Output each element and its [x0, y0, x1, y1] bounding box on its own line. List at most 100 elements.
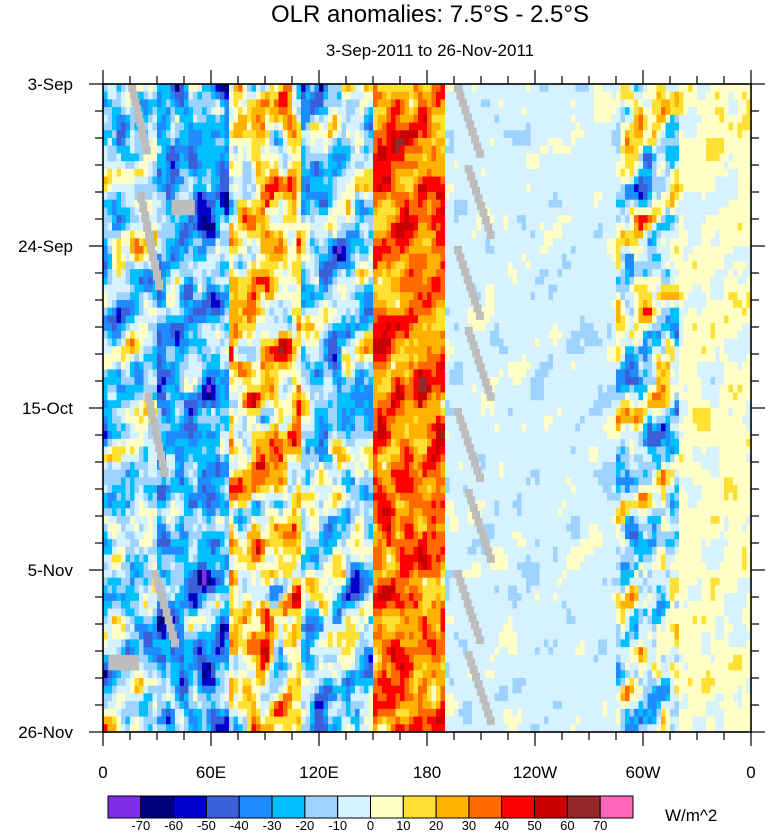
olr-cell [557, 199, 563, 209]
olr-cell [134, 307, 140, 317]
olr-cell [332, 184, 338, 193]
olr-cell [328, 222, 334, 232]
olr-cell [175, 168, 181, 178]
olr-cell [665, 161, 671, 170]
olr-cell [103, 99, 109, 108]
olr-cell [476, 284, 482, 293]
olr-cell [697, 323, 703, 332]
olr-cell [535, 238, 541, 247]
olr-cell [517, 99, 523, 108]
olr-cell [746, 192, 752, 201]
olr-cell [395, 161, 401, 170]
olr-cell [715, 269, 721, 278]
olr-cell [395, 230, 401, 239]
olr-cell [629, 91, 635, 101]
olr-cell [481, 292, 487, 301]
olr-cell [728, 222, 734, 232]
olr-cell [724, 292, 730, 301]
olr-cell [490, 215, 496, 224]
olr-cell [553, 199, 559, 209]
olr-cell [224, 346, 230, 355]
olr-cell [152, 184, 158, 193]
olr-cell [170, 292, 176, 301]
olr-cell [593, 176, 599, 185]
olr-cell [278, 238, 284, 247]
olr-cell [382, 284, 388, 293]
olr-cell [161, 330, 167, 340]
olr-cell [269, 269, 275, 278]
olr-cell [490, 91, 496, 101]
olr-cell [535, 184, 541, 193]
olr-cell [314, 207, 320, 216]
olr-cell [166, 161, 172, 170]
olr-cell [125, 84, 131, 93]
olr-cell [238, 346, 244, 355]
olr-cell [251, 84, 257, 93]
olr-cell [602, 130, 608, 139]
olr-cell [625, 199, 631, 209]
olr-cell [467, 261, 473, 270]
olr-cell [454, 114, 460, 124]
olr-cell [674, 122, 680, 131]
olr-cell [283, 153, 289, 162]
olr-cell [283, 269, 289, 278]
olr-cell [629, 176, 635, 185]
olr-cell [188, 269, 194, 278]
olr-cell [265, 330, 271, 340]
olr-cell [508, 292, 514, 301]
olr-cell [611, 84, 617, 93]
olr-cell [134, 330, 140, 340]
olr-cell [710, 261, 716, 270]
olr-cell [233, 276, 239, 286]
olr-cell [710, 138, 716, 147]
olr-cell [337, 330, 343, 340]
olr-cell [256, 300, 262, 309]
olr-cell [341, 91, 347, 101]
olr-cell [634, 276, 640, 286]
olr-cell [310, 207, 316, 216]
olr-cell [404, 230, 410, 239]
olr-cell [224, 230, 230, 239]
olr-cell [296, 315, 302, 324]
olr-cell [170, 253, 176, 263]
olr-cell [719, 215, 725, 224]
olr-cell [148, 114, 154, 124]
olr-cell [278, 176, 284, 185]
olr-cell [346, 230, 352, 239]
olr-cell [278, 207, 284, 216]
olr-cell [481, 323, 487, 332]
olr-cell [499, 199, 505, 209]
olr-cell [251, 253, 257, 263]
olr-cell [431, 330, 437, 340]
olr-cell [355, 346, 361, 355]
olr-cell [715, 284, 721, 293]
olr-cell [341, 230, 347, 239]
olr-cell [229, 153, 235, 162]
olr-cell [341, 276, 347, 286]
olr-cell [629, 168, 635, 178]
olr-cell [193, 168, 199, 178]
olr-cell [292, 246, 298, 255]
olr-cell [733, 176, 739, 185]
olr-cell [278, 222, 284, 232]
olr-cell [305, 153, 311, 162]
olr-cell [305, 276, 311, 286]
olr-cell [238, 122, 244, 131]
olr-cell [485, 300, 491, 309]
olr-cell [526, 138, 532, 147]
olr-cell [517, 130, 523, 139]
olr-cell [404, 91, 410, 101]
olr-cell [661, 284, 667, 293]
olr-cell [220, 330, 226, 340]
olr-cell [188, 138, 194, 147]
olr-cell [431, 315, 437, 324]
olr-cell [517, 323, 523, 332]
olr-cell [706, 122, 712, 131]
olr-cell [665, 84, 671, 93]
olr-cell [332, 315, 338, 324]
olr-cell [503, 292, 509, 301]
olr-cell [346, 253, 352, 263]
olr-cell [292, 153, 298, 162]
olr-cell [386, 261, 392, 270]
olr-cell [503, 145, 509, 155]
